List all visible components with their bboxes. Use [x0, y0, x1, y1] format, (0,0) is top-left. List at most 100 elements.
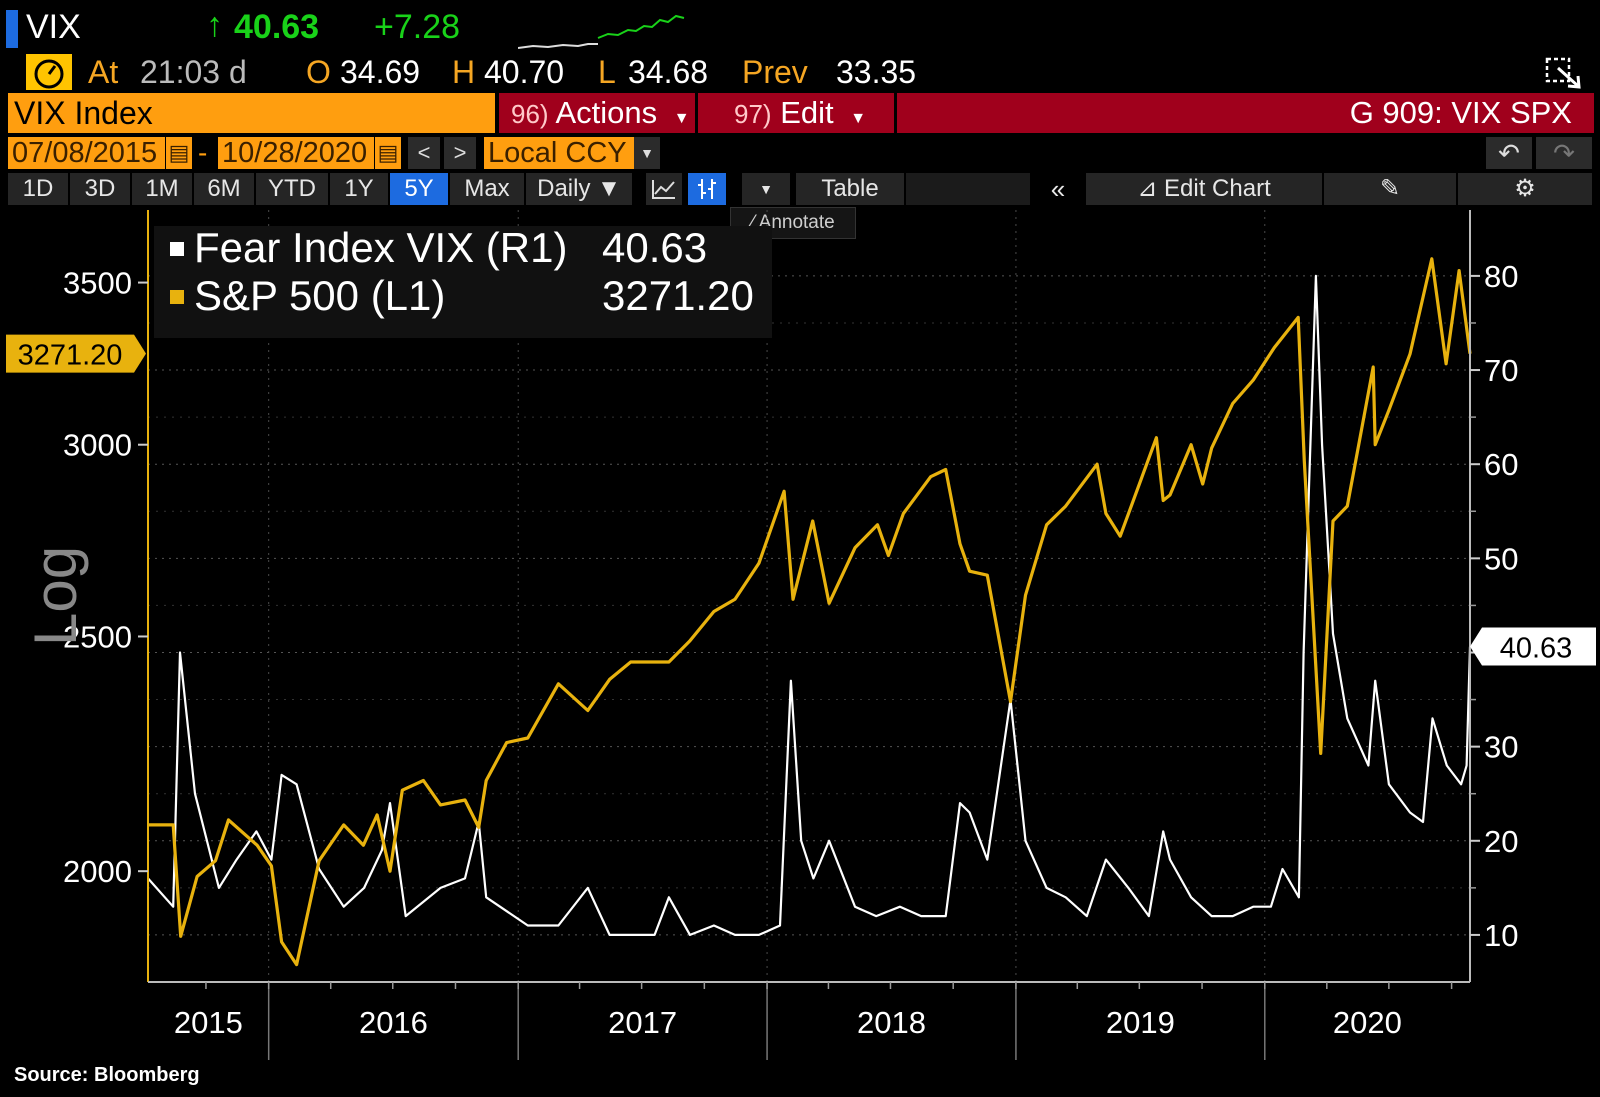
quote-time: 21:03 d [140, 54, 247, 90]
annotate-label: Annotate [758, 212, 835, 233]
range-6m[interactable]: 6M [194, 173, 254, 205]
gear-icon[interactable]: ⚙ [1458, 173, 1592, 205]
chart-type-dropdown[interactable]: ▼ [742, 173, 790, 205]
legend: Fear Index VIX (R1) 40.63 S&P 500 (L1) 3… [154, 224, 772, 338]
legend-vix-value: 40.63 [602, 224, 708, 271]
spx-last-label: 3271.20 [18, 340, 123, 372]
range-max[interactable]: Max [450, 173, 524, 205]
edit-chart-button[interactable]: ⊿ Edit Chart [1086, 173, 1322, 205]
spx-last-tag [6, 334, 146, 373]
line-chart-icon[interactable] [646, 173, 682, 205]
calendar-icon[interactable]: ▤ [166, 137, 192, 169]
currency-select[interactable]: Local CCY [484, 137, 634, 169]
high-label: H [452, 54, 476, 90]
range-5y[interactable]: 5Y [390, 173, 448, 205]
up-arrow-icon: ↑ [206, 6, 223, 44]
range-1y[interactable]: 1Y [330, 173, 388, 205]
open-label: O [306, 54, 331, 90]
last-price: 40.63 [234, 8, 320, 46]
left-tick-label: 2500 [63, 619, 132, 654]
legend-vix-name: Fear Index VIX (R1) [194, 224, 568, 271]
date-separator: - [198, 137, 208, 168]
edit-chart-label: Edit Chart [1164, 175, 1271, 202]
chevron-down-icon[interactable]: ▼ [634, 137, 660, 169]
left-tick-label: 3500 [63, 266, 132, 301]
right-tick-label: 60 [1484, 447, 1518, 482]
vix-last-tag [1470, 627, 1596, 666]
title-bar: VIX Index 96) Actions ▼ 97) Edit ▼ G 909… [0, 93, 1600, 133]
left-axis-title: Log [22, 546, 89, 646]
x-tick-label: 2018 [857, 1005, 926, 1040]
vix-last-label: 40.63 [1500, 633, 1573, 665]
edit-menu[interactable]: 97) Edit ▼ [698, 93, 894, 133]
grid-lines [148, 210, 1470, 982]
security-field[interactable]: VIX Index [8, 93, 495, 133]
bar-chart-icon[interactable] [688, 173, 726, 205]
sparkline-icon [518, 14, 685, 49]
popout-icon[interactable] [1544, 54, 1584, 90]
pencil-icon: ⁄ [751, 212, 759, 233]
pencil-icon[interactable]: ✎ [1324, 173, 1456, 205]
ticker-marker [6, 10, 18, 48]
actions-label: Actions [555, 95, 658, 130]
next-period-button[interactable]: > [444, 137, 476, 169]
edit-label: Edit [780, 95, 834, 130]
high-value: 40.70 [484, 54, 565, 90]
low-label: L [598, 54, 616, 90]
date-range-bar: 07/08/2015 ▤ - 10/28/2020 ▤ < > Local CC… [0, 137, 1600, 171]
range-ytd[interactable]: YTD [256, 173, 328, 205]
ticker-symbol[interactable]: VIX [26, 8, 81, 46]
price-change: +7.28 [374, 8, 461, 46]
legend-spx-name: S&P 500 (L1) [194, 272, 446, 319]
undo-icon[interactable]: ↶ [1486, 137, 1532, 169]
frequency-label: Daily [537, 175, 591, 202]
x-tick-label: 2015 [174, 1005, 243, 1040]
right-tick-label: 70 [1484, 353, 1518, 388]
right-tick-label: 50 [1484, 541, 1518, 576]
range-1m[interactable]: 1M [132, 173, 192, 205]
legend-swatch-spx [170, 290, 184, 304]
calendar-icon[interactable]: ▤ [375, 137, 401, 169]
annotate-button[interactable]: ⁄ Annotate [730, 207, 856, 239]
edit-number: 97) [734, 99, 772, 129]
collapse-icon[interactable]: « [1032, 173, 1084, 205]
actions-number: 96) [511, 99, 549, 129]
legend-spx-value: 3271.20 [602, 272, 754, 319]
low-value: 34.68 [628, 54, 709, 90]
x-tick-label: 2016 [359, 1005, 428, 1040]
legend-swatch-vix [170, 242, 184, 256]
chevron-down-icon: ▼ [673, 110, 690, 127]
prev-period-button[interactable]: < [408, 137, 440, 169]
end-date-input[interactable]: 10/28/2020 [218, 137, 374, 169]
vix-series [147, 274, 1472, 937]
open-value: 34.69 [340, 54, 421, 90]
prev-value: 33.35 [836, 54, 917, 90]
speedometer-icon[interactable] [26, 54, 72, 90]
chevron-down-icon: ▼ [850, 110, 867, 127]
function-code: G 909: VIX SPX [1349, 95, 1572, 130]
spx-series [148, 257, 1472, 967]
frequency-select[interactable]: Daily ▼ [526, 173, 632, 205]
actions-menu[interactable]: 96) Actions ▼ [499, 93, 695, 133]
prev-label: Prev [742, 54, 808, 90]
right-tick-label: 30 [1484, 730, 1518, 765]
series-line [147, 274, 1472, 937]
left-tick-label: 3000 [63, 428, 132, 463]
x-tick-label: 2020 [1333, 1005, 1402, 1040]
axes: 2000250030003500Log102030405060708020152… [6, 210, 1596, 1060]
function-title: G 909: VIX SPX [897, 93, 1594, 133]
range-3d[interactable]: 3D [70, 173, 130, 205]
range-1d[interactable]: 1D [8, 173, 68, 205]
start-date-input[interactable]: 07/08/2015 [8, 137, 165, 169]
x-tick-label: 2019 [1106, 1005, 1175, 1040]
right-tick-label: 10 [1484, 918, 1518, 953]
table-button[interactable]: Table [796, 173, 904, 205]
series-line [148, 257, 1472, 967]
redo-icon[interactable]: ↷ [1536, 137, 1592, 169]
x-tick-label: 2017 [608, 1005, 677, 1040]
toolbar-spacer [906, 173, 1030, 205]
chart-toolbar: 1D 3D 1M 6M YTD 1Y 5Y Max Daily ▼ ▼ Tabl… [0, 173, 1600, 205]
at-label: At [88, 54, 119, 90]
chevron-down-icon: ▼ [597, 175, 621, 202]
